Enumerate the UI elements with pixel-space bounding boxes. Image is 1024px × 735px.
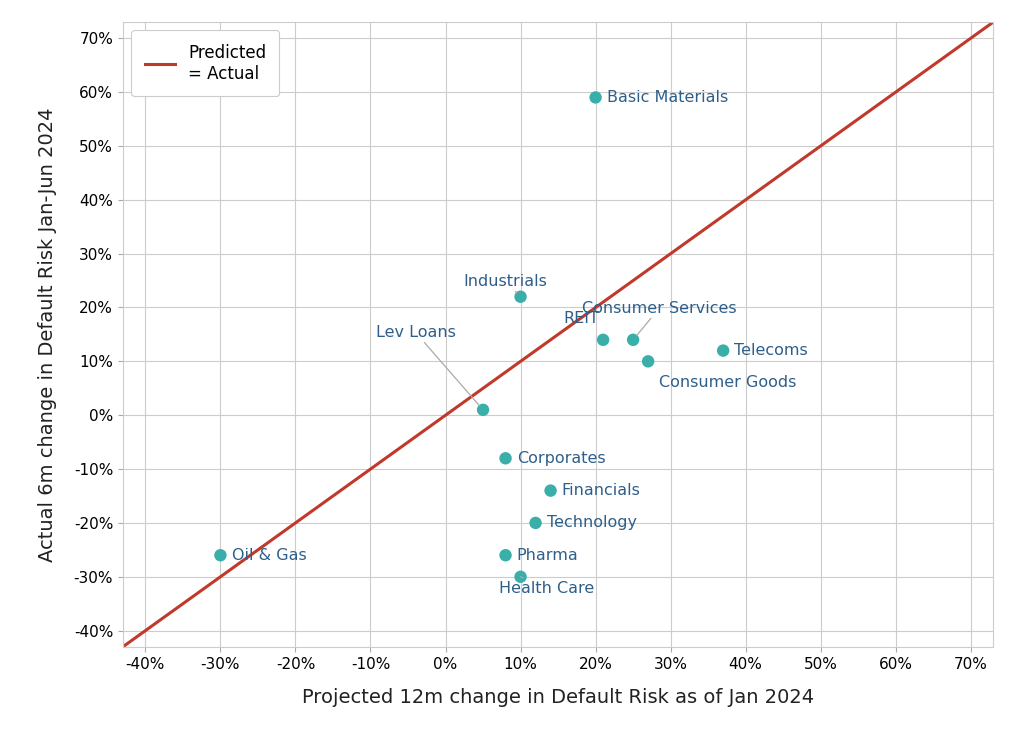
- Text: Pharma: Pharma: [517, 548, 579, 563]
- Text: Oil & Gas: Oil & Gas: [231, 548, 306, 563]
- Point: [498, 549, 514, 561]
- Legend: Predicted
= Actual: Predicted = Actual: [131, 30, 280, 96]
- Point: [715, 345, 731, 356]
- Point: [640, 356, 656, 368]
- Text: Consumer Goods: Consumer Goods: [659, 375, 797, 390]
- Point: [498, 453, 514, 465]
- Text: Consumer Services: Consumer Services: [582, 301, 736, 336]
- Text: Health Care: Health Care: [499, 577, 595, 595]
- Text: Telecoms: Telecoms: [734, 343, 808, 358]
- Point: [475, 404, 492, 416]
- X-axis label: Projected 12m change in Default Risk as of Jan 2024: Projected 12m change in Default Risk as …: [302, 688, 814, 707]
- Point: [512, 571, 528, 583]
- Y-axis label: Actual 6m change in Default Risk Jan-Jun 2024: Actual 6m change in Default Risk Jan-Jun…: [38, 107, 57, 562]
- Point: [588, 92, 604, 104]
- Text: Technology: Technology: [547, 515, 637, 531]
- Point: [512, 291, 528, 303]
- Point: [595, 334, 611, 345]
- Text: Basic Materials: Basic Materials: [607, 90, 728, 105]
- Point: [625, 334, 641, 345]
- Text: REIT: REIT: [563, 312, 599, 326]
- Text: Industrials: Industrials: [464, 273, 548, 293]
- Text: Lev Loans: Lev Loans: [376, 325, 479, 406]
- Text: Corporates: Corporates: [517, 451, 605, 466]
- Point: [212, 549, 228, 561]
- Point: [543, 485, 559, 497]
- Text: Financials: Financials: [562, 483, 641, 498]
- Point: [527, 517, 544, 528]
